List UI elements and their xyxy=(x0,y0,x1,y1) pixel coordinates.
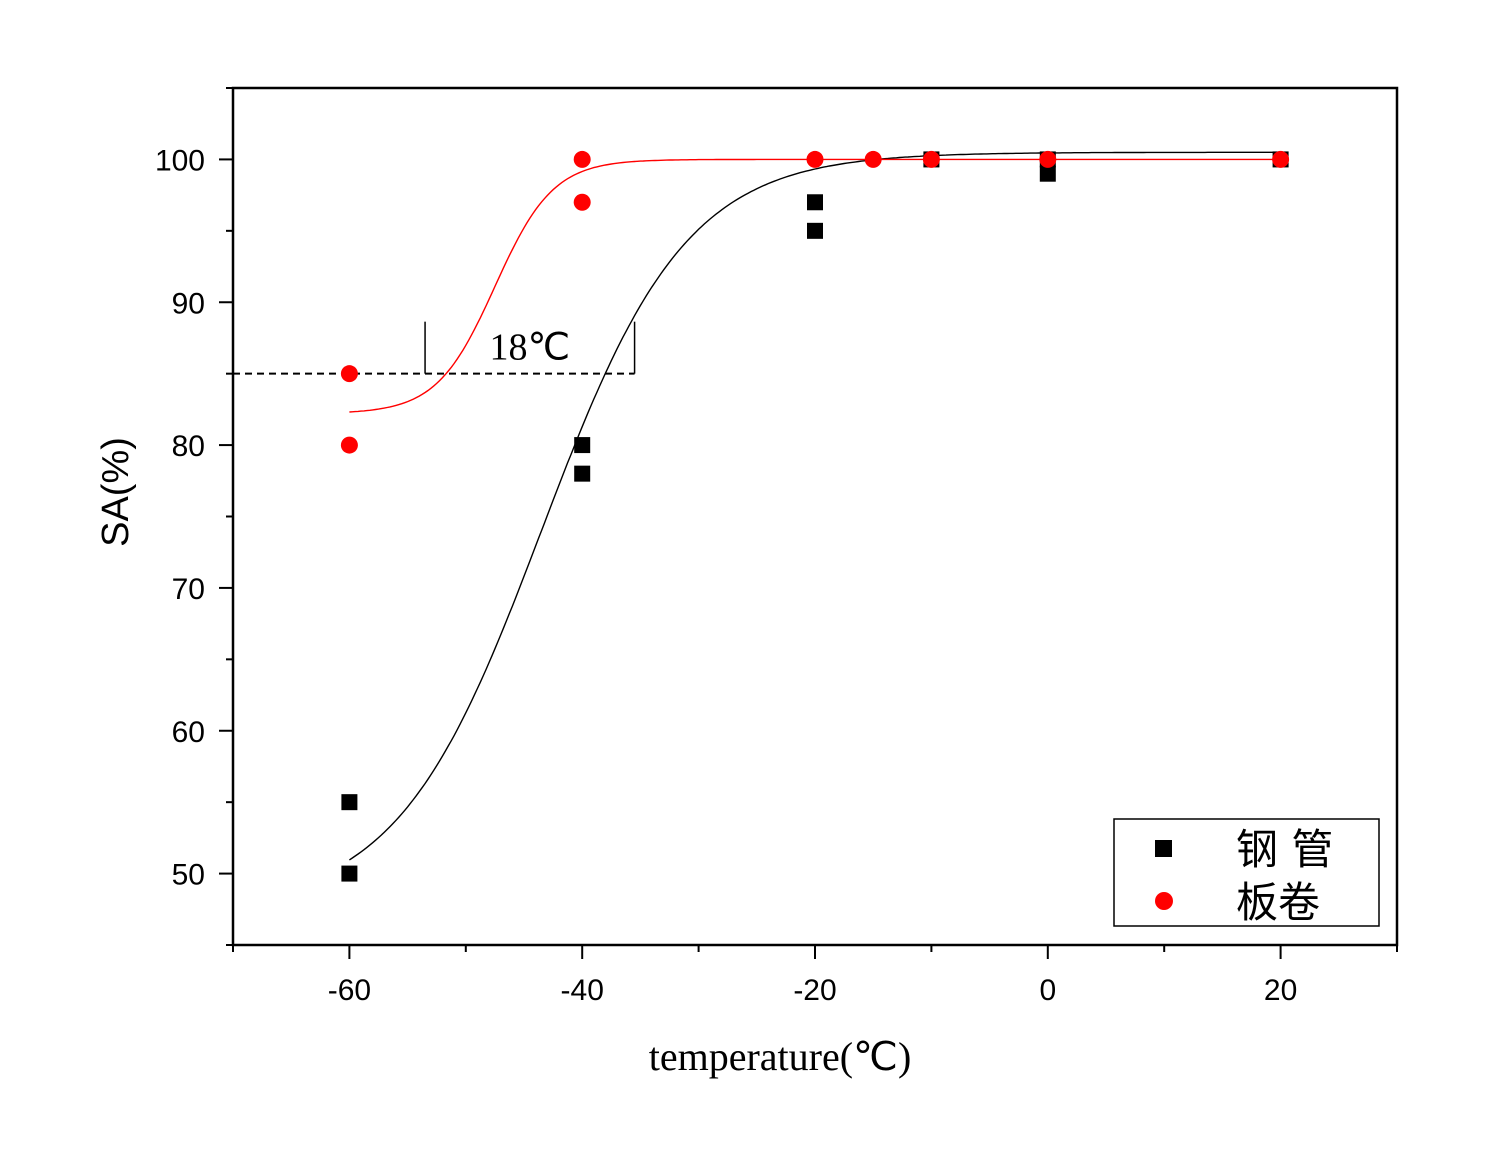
legend-label-steel-pipe: 钢 管 xyxy=(1236,825,1333,874)
data-point-steel-pipe xyxy=(574,437,590,453)
x-tick-label: -60 xyxy=(328,974,371,1007)
x-axis-title: temperature(℃) xyxy=(649,1034,912,1079)
annotation-label: 18℃ xyxy=(489,327,570,369)
data-point-plate-coil xyxy=(1272,151,1289,168)
data-point-plate-coil xyxy=(574,194,591,211)
data-point-steel-pipe xyxy=(807,194,823,210)
data-point-steel-pipe xyxy=(574,466,590,482)
data-point-plate-coil xyxy=(865,151,882,168)
plot-frame xyxy=(233,88,1397,945)
y-axis-title: SA(%) xyxy=(95,437,137,547)
data-point-steel-pipe xyxy=(1040,166,1056,182)
fit-curve-steel-pipe xyxy=(349,152,1280,860)
data-point-plate-coil xyxy=(923,151,940,168)
x-tick-label: -20 xyxy=(793,974,836,1007)
y-tick-label: 100 xyxy=(155,144,205,177)
data-point-plate-coil xyxy=(807,151,824,168)
data-point-plate-coil xyxy=(341,437,358,454)
y-tick-label: 80 xyxy=(172,430,205,463)
data-point-plate-coil xyxy=(341,365,358,382)
y-tick-label: 70 xyxy=(172,573,205,606)
y-tick-label: 90 xyxy=(172,287,205,320)
legend-marker-plate-coil xyxy=(1155,892,1173,910)
legend-label-plate-coil: 板卷 xyxy=(1236,878,1320,927)
x-tick-label: 0 xyxy=(1039,974,1056,1007)
y-tick-label: 50 xyxy=(172,859,205,892)
x-tick-label: 20 xyxy=(1264,974,1297,1007)
data-point-plate-coil xyxy=(574,151,591,168)
legend-marker-steel-pipe xyxy=(1155,840,1172,857)
data-point-steel-pipe xyxy=(341,794,357,810)
data-point-steel-pipe xyxy=(807,223,823,239)
data-point-plate-coil xyxy=(1039,151,1056,168)
x-tick-label: -40 xyxy=(561,974,604,1007)
legend: 钢 管 板卷 xyxy=(1114,819,1379,927)
data-point-steel-pipe xyxy=(341,866,357,882)
y-tick-label: 60 xyxy=(172,716,205,749)
